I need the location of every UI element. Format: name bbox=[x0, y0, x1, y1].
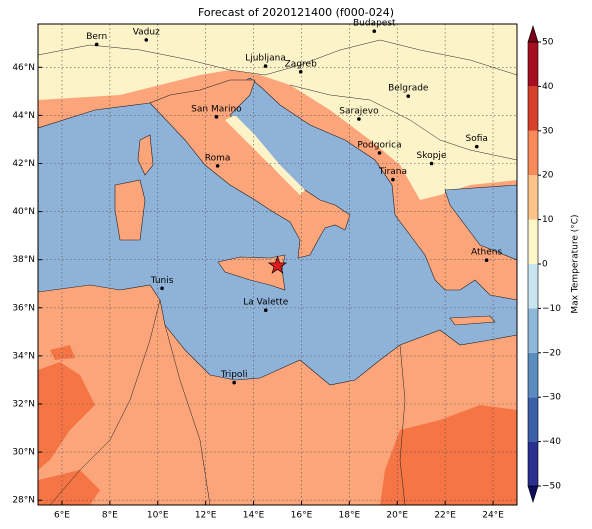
city-label: Roma bbox=[205, 153, 231, 163]
colorbar-band bbox=[528, 42, 538, 87]
colorbar-tick-label: −10 bbox=[542, 304, 561, 314]
y-tick-label: 44°N bbox=[12, 111, 35, 121]
city-dot bbox=[377, 151, 382, 155]
city-dot bbox=[160, 286, 164, 291]
sardinia bbox=[114, 179, 146, 241]
hot-land bbox=[38, 470, 100, 505]
y-tick-label: 42°N bbox=[12, 159, 35, 169]
colorbar-band bbox=[528, 130, 538, 176]
colorbar-tick-label: 30 bbox=[542, 126, 554, 136]
city-label: Ljubljana bbox=[245, 54, 286, 64]
x-tick-label: 20°E bbox=[386, 511, 408, 521]
y-tick-label: 36°N bbox=[12, 303, 35, 313]
x-tick-label: 12°E bbox=[195, 511, 217, 521]
colorbar-tick-label: 0 bbox=[542, 260, 548, 270]
colorbar-tick-label: 20 bbox=[542, 171, 554, 181]
city-label: Podgorica bbox=[357, 140, 401, 150]
city-label: Tunis bbox=[150, 276, 174, 286]
city-dot bbox=[94, 42, 99, 47]
hot-land bbox=[50, 345, 75, 360]
cool-land bbox=[225, 115, 305, 195]
x-tick-label: 22°E bbox=[434, 511, 456, 521]
city-label: Skopje bbox=[417, 151, 447, 161]
y-tick-label: 30°N bbox=[12, 448, 35, 458]
colorbar-under bbox=[527, 485, 539, 504]
city-dot bbox=[144, 38, 149, 42]
border bbox=[164, 324, 211, 505]
city-label: Sofia bbox=[466, 134, 488, 144]
city-dot bbox=[215, 164, 220, 168]
chart-title: Forecast of 2020121400 (f000-024) bbox=[198, 6, 394, 19]
city-label: La Valette bbox=[243, 298, 288, 308]
colorbar-band bbox=[528, 352, 538, 398]
city-label: Tirana bbox=[378, 167, 407, 177]
city-label: Sarajevo bbox=[339, 106, 379, 116]
city-dot bbox=[263, 64, 268, 68]
city-label: Athens bbox=[471, 248, 502, 258]
colorbar-tick-label: 40 bbox=[542, 82, 554, 92]
y-tick-label: 40°N bbox=[12, 207, 35, 217]
star-marker bbox=[267, 255, 288, 274]
city-dot bbox=[391, 177, 395, 182]
city-dot bbox=[474, 144, 479, 149]
sicily bbox=[217, 254, 286, 291]
border bbox=[49, 299, 161, 505]
x-tick-label: 10°E bbox=[147, 511, 169, 521]
city-dot bbox=[372, 29, 377, 34]
city-dot bbox=[263, 308, 268, 312]
city-dot bbox=[214, 115, 219, 119]
colorbar-band bbox=[528, 441, 538, 486]
colorbar-band bbox=[528, 308, 538, 353]
x-tick-label: 16°E bbox=[291, 511, 313, 521]
x-tick-label: 14°E bbox=[243, 511, 265, 521]
city-dot bbox=[429, 161, 434, 166]
colorbar-tick-label: 10 bbox=[542, 215, 554, 225]
hot-land bbox=[380, 405, 517, 505]
x-tick-label: 24°E bbox=[482, 511, 504, 521]
city-dot bbox=[484, 258, 489, 262]
colorbar-tick-label: −30 bbox=[542, 393, 561, 403]
hot-land bbox=[38, 362, 95, 470]
italy bbox=[149, 79, 351, 259]
y-tick-label: 46°N bbox=[12, 63, 35, 73]
colorbar-tick-label: 50 bbox=[542, 38, 554, 48]
city-dot bbox=[406, 94, 411, 98]
city-dot bbox=[232, 380, 236, 385]
y-tick-label: 38°N bbox=[12, 255, 35, 265]
y-tick-label: 32°N bbox=[12, 399, 35, 409]
colorbar-tick-label: −40 bbox=[542, 437, 561, 447]
border bbox=[38, 39, 517, 76]
city-label: San Marino bbox=[191, 104, 242, 114]
x-tick-label: 6°E bbox=[54, 511, 70, 521]
colorbar-band bbox=[528, 175, 538, 220]
sea bbox=[444, 184, 517, 261]
y-tick-label: 28°N bbox=[12, 496, 35, 506]
border bbox=[289, 84, 517, 161]
colorbar-label: Max Temperature (°C) bbox=[571, 214, 581, 313]
colorbar-tick-label: −50 bbox=[542, 482, 561, 492]
city-label: Zagreb bbox=[285, 59, 317, 69]
city-dot bbox=[298, 70, 303, 74]
colorbar-tick-label: −20 bbox=[542, 348, 561, 358]
city-label: Vaduz bbox=[133, 27, 160, 37]
city-dot bbox=[357, 117, 361, 121]
city-label: Belgrade bbox=[388, 84, 429, 94]
colorbar-band bbox=[528, 264, 538, 309]
city-label: Tripoli bbox=[220, 370, 248, 380]
x-tick-label: 8°E bbox=[102, 511, 118, 521]
corsica bbox=[137, 134, 154, 176]
colorbar-band bbox=[528, 397, 538, 442]
y-tick-label: 34°N bbox=[12, 351, 35, 361]
crete bbox=[449, 315, 496, 326]
x-tick-label: 18°E bbox=[339, 511, 361, 521]
map-frame bbox=[37, 23, 518, 506]
colorbar-band bbox=[528, 219, 538, 264]
colorbar-band bbox=[528, 86, 538, 131]
border bbox=[399, 344, 406, 505]
city-label: Bern bbox=[86, 32, 107, 42]
colorbar-over bbox=[527, 24, 539, 43]
